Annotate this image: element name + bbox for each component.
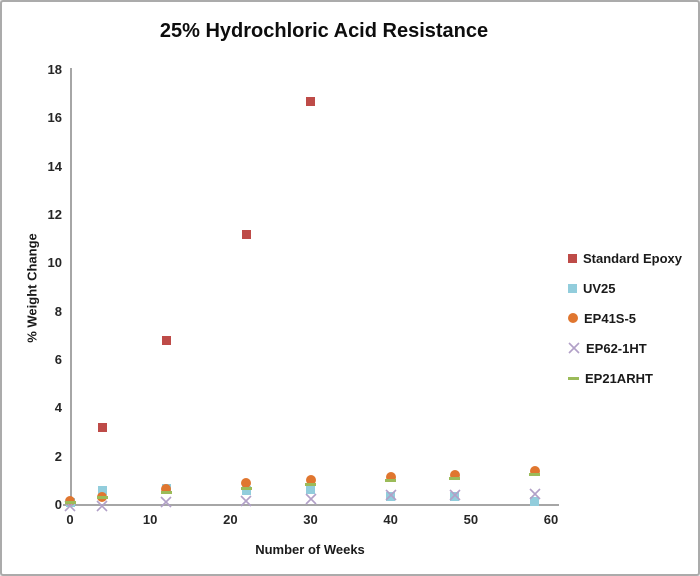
data-point-ep41s-5 bbox=[529, 466, 540, 477]
data-point-standard-epoxy bbox=[161, 336, 171, 346]
data-point-ep62-1ht bbox=[240, 494, 252, 507]
data-point-ep41s-5 bbox=[161, 484, 172, 495]
x-tick-label: 60 bbox=[543, 512, 559, 527]
legend: Standard Epoxy UV25 EP41S-5 EP62-1HT EP21ARH… bbox=[568, 243, 682, 393]
y-tick-label: 14 bbox=[47, 158, 62, 174]
x-axis-line bbox=[63, 504, 559, 506]
x-tick-label: 30 bbox=[303, 512, 318, 527]
legend-item: EP41S-5 bbox=[568, 303, 682, 333]
legend-item: EP62-1HT bbox=[568, 333, 682, 363]
data-point-ep21arht bbox=[96, 496, 108, 500]
square-marker-icon bbox=[568, 283, 577, 293]
y-tick-label: 12 bbox=[47, 207, 62, 222]
y-tick-label: 4 bbox=[54, 400, 62, 416]
data-point-ep21arht bbox=[160, 491, 172, 495]
data-point-uv25 bbox=[386, 492, 396, 502]
data-point-ep21arht bbox=[449, 476, 461, 480]
x-axis-title: Number of Weeks bbox=[255, 542, 365, 557]
y-tick-label: 10 bbox=[47, 255, 62, 271]
data-point-ep41s-5 bbox=[385, 472, 396, 483]
y-tick-label: 18 bbox=[47, 62, 62, 77]
data-point-standard-epoxy bbox=[241, 229, 251, 239]
x-tick-label: 20 bbox=[223, 512, 238, 527]
data-point-uv25 bbox=[306, 484, 315, 494]
x-tick-label: 0 bbox=[66, 512, 74, 527]
legend-item: UV25 bbox=[568, 273, 682, 303]
legend-label: Standard Epoxy bbox=[583, 250, 682, 266]
data-point-uv25 bbox=[530, 496, 540, 506]
y-tick-label: 8 bbox=[54, 303, 62, 319]
legend-label: UV25 bbox=[583, 280, 616, 296]
legend-label: EP41S-5 bbox=[584, 310, 637, 326]
data-point-uv25 bbox=[97, 486, 107, 495]
data-point-ep21arht bbox=[305, 482, 316, 486]
data-point-ep21arht bbox=[529, 473, 541, 477]
y-tick-label: 6 bbox=[54, 352, 62, 367]
data-point-ep21arht bbox=[240, 486, 252, 490]
data-point-ep62-1ht bbox=[385, 488, 397, 501]
x-tick-label: 10 bbox=[142, 512, 158, 527]
y-axis-line bbox=[70, 68, 72, 506]
circle-marker-icon bbox=[568, 313, 578, 323]
data-point-ep62-1ht bbox=[529, 487, 541, 500]
legend-label: EP21ARHT bbox=[585, 370, 653, 386]
y-axis-title: % Weight Change bbox=[24, 233, 40, 343]
legend-item: EP21ARHT bbox=[568, 363, 682, 393]
data-point-ep62-1ht bbox=[304, 492, 317, 505]
x-marker-icon bbox=[568, 342, 580, 354]
data-point-ep62-1ht bbox=[449, 488, 461, 501]
legend-item: Standard Epoxy bbox=[568, 243, 682, 273]
data-point-ep41s-5 bbox=[241, 478, 252, 489]
x-tick-label: 50 bbox=[463, 512, 479, 527]
x-tick-label: 40 bbox=[383, 512, 398, 527]
data-point-ep41s-5 bbox=[449, 469, 460, 480]
data-point-ep41s-5 bbox=[305, 474, 316, 485]
y-tick-label: 16 bbox=[47, 110, 62, 126]
data-point-ep21arht bbox=[385, 479, 397, 483]
data-point-uv25 bbox=[241, 486, 251, 495]
data-point-uv25 bbox=[450, 492, 460, 502]
chart-title: 25% Hydrochloric Acid Resistance bbox=[159, 20, 489, 42]
square-marker-icon bbox=[568, 253, 577, 263]
y-tick-label: 0 bbox=[54, 497, 62, 512]
data-point-ep21arht bbox=[64, 501, 76, 505]
y-tick-label: 2 bbox=[54, 448, 62, 464]
data-point-ep62-1ht bbox=[160, 495, 172, 508]
legend-label: EP62-1HT bbox=[586, 340, 647, 356]
data-point-standard-epoxy bbox=[97, 423, 107, 433]
data-point-standard-epoxy bbox=[306, 96, 315, 106]
dash-marker-icon bbox=[568, 376, 579, 380]
data-point-ep62-1ht bbox=[96, 499, 108, 512]
